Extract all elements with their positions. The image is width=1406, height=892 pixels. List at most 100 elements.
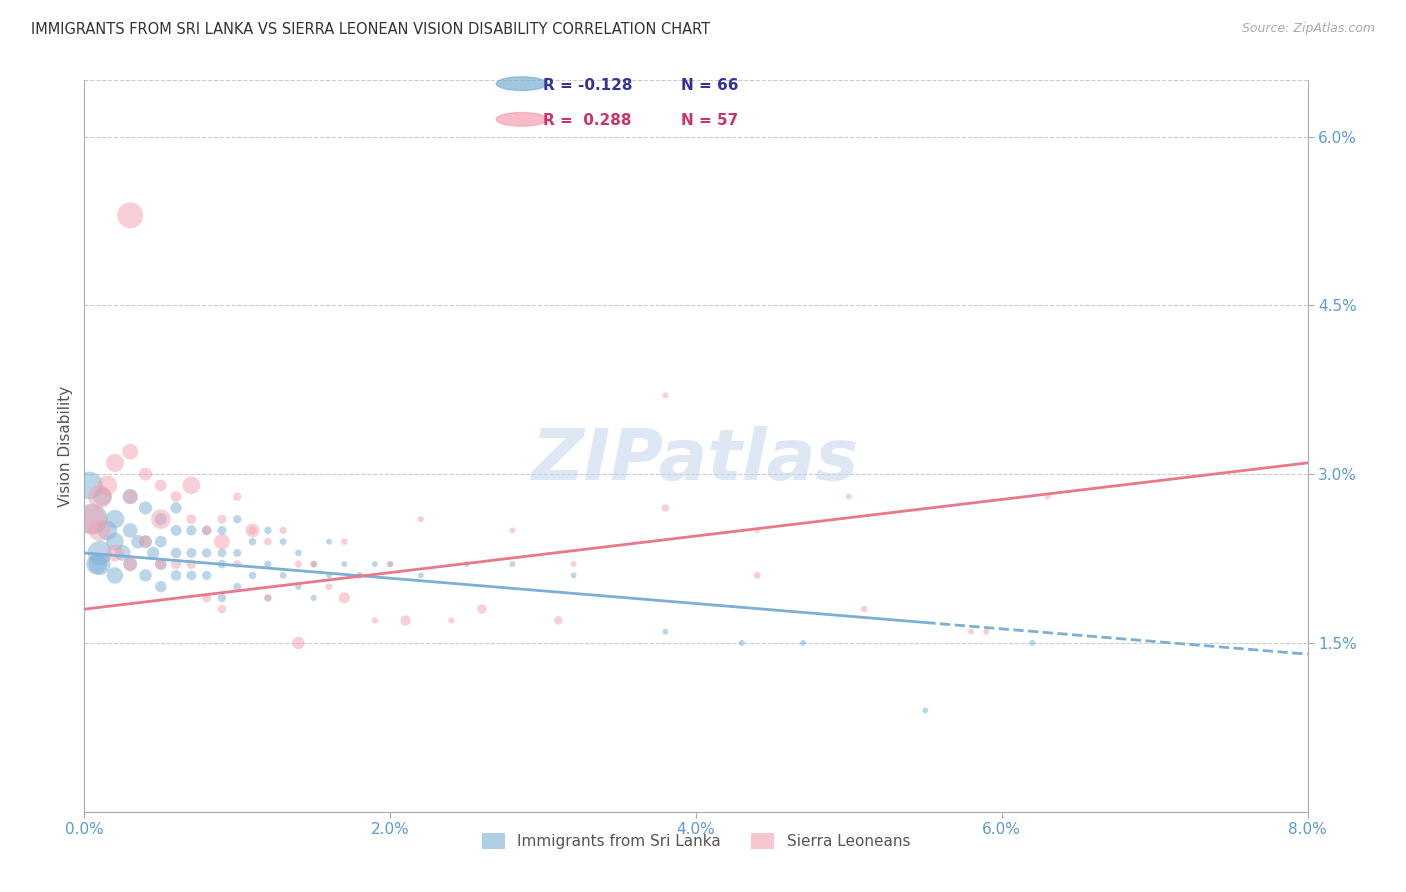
- Point: [120, 524, 142, 538]
- Point: [96, 478, 118, 492]
- Point: [380, 557, 402, 571]
- Point: [149, 580, 172, 594]
- Point: [180, 478, 202, 492]
- Point: [149, 478, 172, 492]
- Point: [195, 524, 218, 538]
- Point: [120, 444, 142, 458]
- Point: [120, 557, 142, 571]
- Point: [838, 490, 860, 504]
- Point: [226, 580, 249, 594]
- Point: [120, 490, 142, 504]
- Point: [89, 546, 111, 560]
- Point: [149, 512, 172, 526]
- Point: [111, 546, 134, 560]
- Point: [287, 557, 309, 571]
- Point: [77, 478, 100, 492]
- Point: [195, 568, 218, 582]
- Point: [318, 568, 340, 582]
- Point: [287, 636, 309, 650]
- Point: [302, 591, 325, 605]
- Point: [976, 624, 998, 639]
- Point: [211, 591, 233, 605]
- Point: [914, 703, 936, 717]
- Point: [242, 534, 264, 549]
- Point: [960, 624, 983, 639]
- Text: ZIPatlas: ZIPatlas: [533, 426, 859, 495]
- Point: [149, 557, 172, 571]
- Point: [333, 557, 356, 571]
- Point: [104, 568, 127, 582]
- Point: [127, 534, 149, 549]
- Point: [80, 512, 103, 526]
- Point: [195, 546, 218, 560]
- Point: [562, 568, 585, 582]
- Point: [142, 546, 165, 560]
- Circle shape: [496, 112, 547, 126]
- Point: [471, 602, 494, 616]
- Point: [654, 624, 676, 639]
- Point: [195, 524, 218, 538]
- Point: [364, 557, 387, 571]
- Point: [211, 557, 233, 571]
- Point: [547, 614, 569, 628]
- Point: [211, 524, 233, 538]
- Point: [257, 591, 280, 605]
- Point: [211, 512, 233, 526]
- Point: [394, 614, 416, 628]
- Point: [287, 546, 309, 560]
- Point: [80, 512, 103, 526]
- Point: [165, 546, 187, 560]
- Point: [502, 557, 524, 571]
- Point: [302, 557, 325, 571]
- Point: [180, 546, 202, 560]
- Legend: Immigrants from Sri Lanka, Sierra Leoneans: Immigrants from Sri Lanka, Sierra Leonea…: [475, 827, 917, 855]
- Point: [211, 602, 233, 616]
- Text: Source: ZipAtlas.com: Source: ZipAtlas.com: [1241, 22, 1375, 36]
- Point: [211, 534, 233, 549]
- Point: [89, 490, 111, 504]
- Point: [180, 512, 202, 526]
- Point: [226, 512, 249, 526]
- Point: [180, 557, 202, 571]
- Point: [318, 580, 340, 594]
- Point: [349, 568, 371, 582]
- Point: [135, 500, 157, 515]
- Point: [149, 534, 172, 549]
- Circle shape: [496, 77, 547, 90]
- Point: [120, 490, 142, 504]
- Point: [562, 557, 585, 571]
- Point: [226, 546, 249, 560]
- Point: [96, 524, 118, 538]
- Point: [226, 490, 249, 504]
- Point: [180, 524, 202, 538]
- Point: [89, 557, 111, 571]
- Text: R =  0.288: R = 0.288: [543, 113, 631, 128]
- Text: IMMIGRANTS FROM SRI LANKA VS SIERRA LEONEAN VISION DISABILITY CORRELATION CHART: IMMIGRANTS FROM SRI LANKA VS SIERRA LEON…: [31, 22, 710, 37]
- Point: [333, 591, 356, 605]
- Point: [271, 534, 294, 549]
- Point: [318, 534, 340, 549]
- Point: [257, 534, 280, 549]
- Point: [135, 534, 157, 549]
- Point: [654, 500, 676, 515]
- Point: [104, 534, 127, 549]
- Point: [120, 208, 142, 222]
- Point: [257, 591, 280, 605]
- Point: [165, 557, 187, 571]
- Point: [89, 524, 111, 538]
- Y-axis label: Vision Disability: Vision Disability: [58, 385, 73, 507]
- Point: [165, 568, 187, 582]
- Point: [731, 636, 754, 650]
- Point: [211, 546, 233, 560]
- Point: [135, 568, 157, 582]
- Point: [120, 557, 142, 571]
- Point: [1021, 636, 1043, 650]
- Point: [380, 557, 402, 571]
- Point: [226, 557, 249, 571]
- Point: [195, 591, 218, 605]
- Point: [409, 512, 432, 526]
- Point: [135, 534, 157, 549]
- Point: [440, 614, 463, 628]
- Point: [853, 602, 876, 616]
- Point: [135, 467, 157, 482]
